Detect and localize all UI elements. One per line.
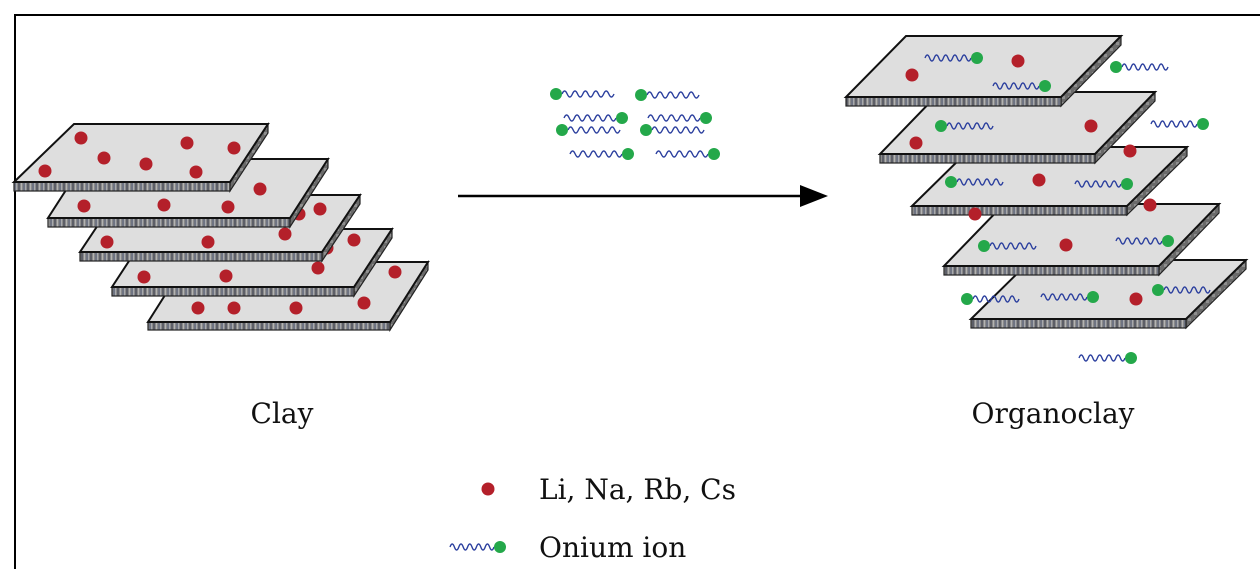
legend-onium-icon <box>449 541 506 553</box>
organoclay-stack <box>843 34 1249 364</box>
cation-dot <box>221 200 235 214</box>
cation-dot <box>1123 144 1137 158</box>
clay-label: Clay <box>251 397 314 430</box>
cation-dot <box>1129 292 1143 306</box>
organoclay-sheet <box>877 90 1158 165</box>
cation-dot <box>347 233 361 247</box>
cation-dot <box>180 136 194 150</box>
onium-ion <box>1150 118 1209 130</box>
cation-dot <box>253 182 267 196</box>
onium-ion <box>640 124 705 136</box>
cation-dot <box>219 269 233 283</box>
onium-ion <box>945 176 1004 188</box>
onium-ion <box>655 148 720 160</box>
onium-ion <box>1115 235 1174 247</box>
cation-dot <box>157 198 171 212</box>
cation-dot <box>201 235 215 249</box>
onium-ion-reagent-group <box>550 88 720 160</box>
onium-ion <box>1040 291 1099 303</box>
cation-dot <box>909 136 923 150</box>
onium-ion <box>550 88 615 100</box>
onium-ion <box>1110 61 1169 73</box>
organoclay-sheet <box>941 202 1222 277</box>
cation-dot <box>137 270 151 284</box>
legend: Li, Na, Rb, Cs Onium ion <box>449 473 736 564</box>
onium-ion <box>449 541 506 553</box>
cation-dot <box>388 265 402 279</box>
reaction-arrow <box>458 185 828 207</box>
cation-dot <box>139 157 153 171</box>
onium-ion <box>992 80 1051 92</box>
cation-dot <box>77 199 91 213</box>
onium-ion <box>647 112 712 124</box>
cation-dot <box>38 164 52 178</box>
cation-dot <box>1084 119 1098 133</box>
onium-ion <box>935 120 994 132</box>
onium-ion <box>569 148 634 160</box>
legend-cation-label: Li, Na, Rb, Cs <box>539 473 736 506</box>
onium-ion <box>563 112 628 124</box>
cation-dot <box>97 151 111 165</box>
onium-ion <box>1078 352 1137 364</box>
cation-dot <box>289 301 303 315</box>
cation-dot <box>311 261 325 275</box>
onium-ion <box>978 240 1037 252</box>
onium-ion <box>1152 284 1211 296</box>
cation-dot <box>100 235 114 249</box>
cation-dot <box>1032 173 1046 187</box>
cation-dot <box>357 296 371 310</box>
legend-onium-label: Onium ion <box>539 531 686 564</box>
onium-ion <box>556 124 621 136</box>
cation-dot <box>278 227 292 241</box>
cation-dot <box>189 165 203 179</box>
cation-dot <box>227 301 241 315</box>
clay-stack <box>11 121 430 333</box>
cation-dot <box>313 202 327 216</box>
cation-dot <box>968 207 982 221</box>
cation-dot <box>227 141 241 155</box>
clay-sheet <box>11 121 270 194</box>
cation-dot <box>191 301 205 315</box>
organoclay-label: Organoclay <box>972 397 1135 430</box>
onium-ion <box>635 89 700 101</box>
onium-ion <box>924 52 983 64</box>
legend-cation-dot <box>481 482 495 496</box>
cation-dot <box>905 68 919 82</box>
onium-ion <box>961 293 1020 305</box>
cation-dot <box>1011 54 1025 68</box>
cation-dot <box>1143 198 1157 212</box>
cation-dot <box>74 131 88 145</box>
cation-dot <box>1059 238 1073 252</box>
onium-ion <box>1074 178 1133 190</box>
organoclay-sheet <box>843 34 1124 108</box>
